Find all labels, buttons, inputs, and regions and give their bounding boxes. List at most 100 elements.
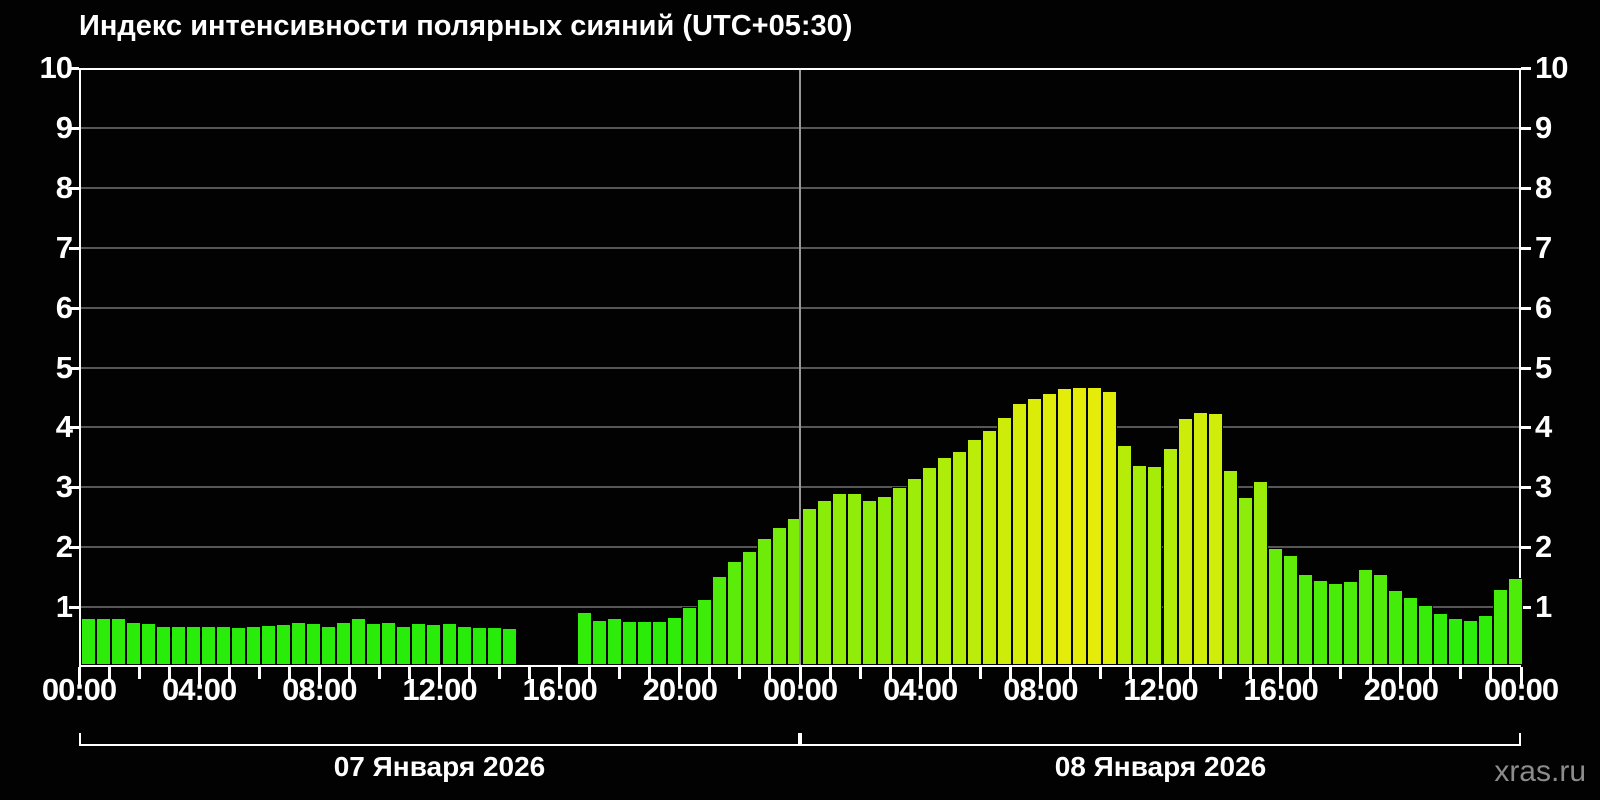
bar xyxy=(216,625,232,665)
x-axis-tick xyxy=(317,667,321,685)
plot-area xyxy=(79,68,1523,667)
bar xyxy=(141,622,157,665)
bar xyxy=(952,450,968,665)
x-axis-tick xyxy=(1128,667,1132,679)
bar xyxy=(1012,403,1028,665)
x-axis-tick xyxy=(347,667,351,679)
bar xyxy=(381,621,397,665)
x-axis-label: 08:00 xyxy=(282,672,357,707)
bar xyxy=(246,625,262,665)
x-axis-tick xyxy=(768,667,772,679)
x-axis-tick xyxy=(77,667,81,685)
y-axis-tick xyxy=(69,606,79,610)
bar xyxy=(922,467,938,665)
x-axis-label: 08:00 xyxy=(1003,672,1078,707)
bar xyxy=(711,576,727,665)
bar xyxy=(696,598,712,665)
bar xyxy=(621,620,637,665)
y-axis-tick xyxy=(69,246,79,250)
bar xyxy=(1372,574,1388,665)
y-axis-label: 6 xyxy=(1535,289,1552,325)
y-axis-label: 10 xyxy=(1535,50,1568,85)
bar xyxy=(832,492,848,665)
x-axis-tick xyxy=(588,667,592,679)
y-axis-label: 9 xyxy=(1535,109,1552,145)
x-axis-label: 00:00 xyxy=(762,672,838,707)
y-axis-tick xyxy=(69,126,79,130)
bar xyxy=(1342,580,1358,665)
x-axis-tick xyxy=(107,667,111,679)
x-axis-tick xyxy=(1008,667,1012,679)
x-axis-tick xyxy=(918,667,922,685)
bar xyxy=(1117,445,1133,665)
y-axis-label: 8 xyxy=(55,169,73,205)
day-bracket-cap xyxy=(1519,733,1521,746)
bar xyxy=(276,623,292,665)
bar xyxy=(171,626,187,665)
bar xyxy=(1282,554,1298,665)
x-axis-label: 16:00 xyxy=(522,672,598,707)
bar xyxy=(1462,620,1478,665)
y-axis-label: 5 xyxy=(55,349,73,385)
x-axis-tick xyxy=(738,667,742,679)
bar xyxy=(1252,480,1268,665)
bar xyxy=(96,618,112,665)
bar xyxy=(1297,574,1313,665)
bar xyxy=(1162,448,1178,665)
bar xyxy=(231,626,247,665)
bar xyxy=(441,622,457,665)
bar xyxy=(877,495,893,665)
bar xyxy=(1312,579,1328,665)
x-axis-label: 00:00 xyxy=(1483,672,1559,707)
y-axis-tick xyxy=(1521,606,1531,610)
day-label: 07 Января 2026 xyxy=(333,751,546,782)
x-axis-tick xyxy=(1219,667,1223,679)
x-axis-tick xyxy=(558,667,562,685)
y-axis-tick xyxy=(1521,426,1531,430)
day-bracket xyxy=(79,744,800,746)
x-axis-label: 20:00 xyxy=(1363,672,1439,707)
watermark: xras.ru xyxy=(1494,755,1586,788)
x-axis-tick xyxy=(1459,667,1463,679)
y-axis-tick xyxy=(69,486,79,490)
y-axis-label: 7 xyxy=(1535,229,1552,265)
x-axis-tick xyxy=(648,667,652,679)
x-axis-tick xyxy=(1309,667,1313,679)
x-axis-label: 04:00 xyxy=(883,672,958,707)
y-axis-tick xyxy=(1521,486,1531,490)
day-divider-line xyxy=(799,70,801,665)
y-axis-label: 3 xyxy=(1535,469,1552,505)
x-axis-tick xyxy=(528,667,532,679)
bar xyxy=(1402,597,1418,665)
y-axis-label: 2 xyxy=(1535,529,1552,565)
bar xyxy=(261,624,277,665)
x-axis-label: 00:00 xyxy=(41,672,117,707)
bar xyxy=(1072,386,1088,665)
x-axis-tick xyxy=(798,667,802,685)
x-axis-label: 20:00 xyxy=(642,672,718,707)
y-axis-label: 10 xyxy=(39,50,73,85)
bar xyxy=(1057,387,1073,665)
y-axis-label: 1 xyxy=(55,589,73,625)
bar xyxy=(1432,612,1448,665)
bar xyxy=(366,622,382,665)
y-axis-tick xyxy=(1521,67,1531,70)
bar xyxy=(741,550,757,665)
bar xyxy=(576,612,592,665)
y-axis-tick xyxy=(69,306,79,310)
x-axis-tick xyxy=(438,667,441,685)
bar xyxy=(982,429,998,665)
x-axis-tick xyxy=(1249,667,1253,679)
bar xyxy=(892,486,908,665)
bar xyxy=(426,624,442,665)
bar xyxy=(501,627,517,665)
y-axis-tick xyxy=(1521,546,1531,550)
bar xyxy=(351,618,367,665)
bar xyxy=(1042,393,1058,665)
x-axis-tick xyxy=(618,667,622,679)
x-axis-tick xyxy=(1068,667,1072,679)
bar xyxy=(967,438,983,665)
bar xyxy=(756,538,772,665)
y-axis-tick xyxy=(1521,306,1531,310)
x-axis-tick xyxy=(197,667,201,685)
